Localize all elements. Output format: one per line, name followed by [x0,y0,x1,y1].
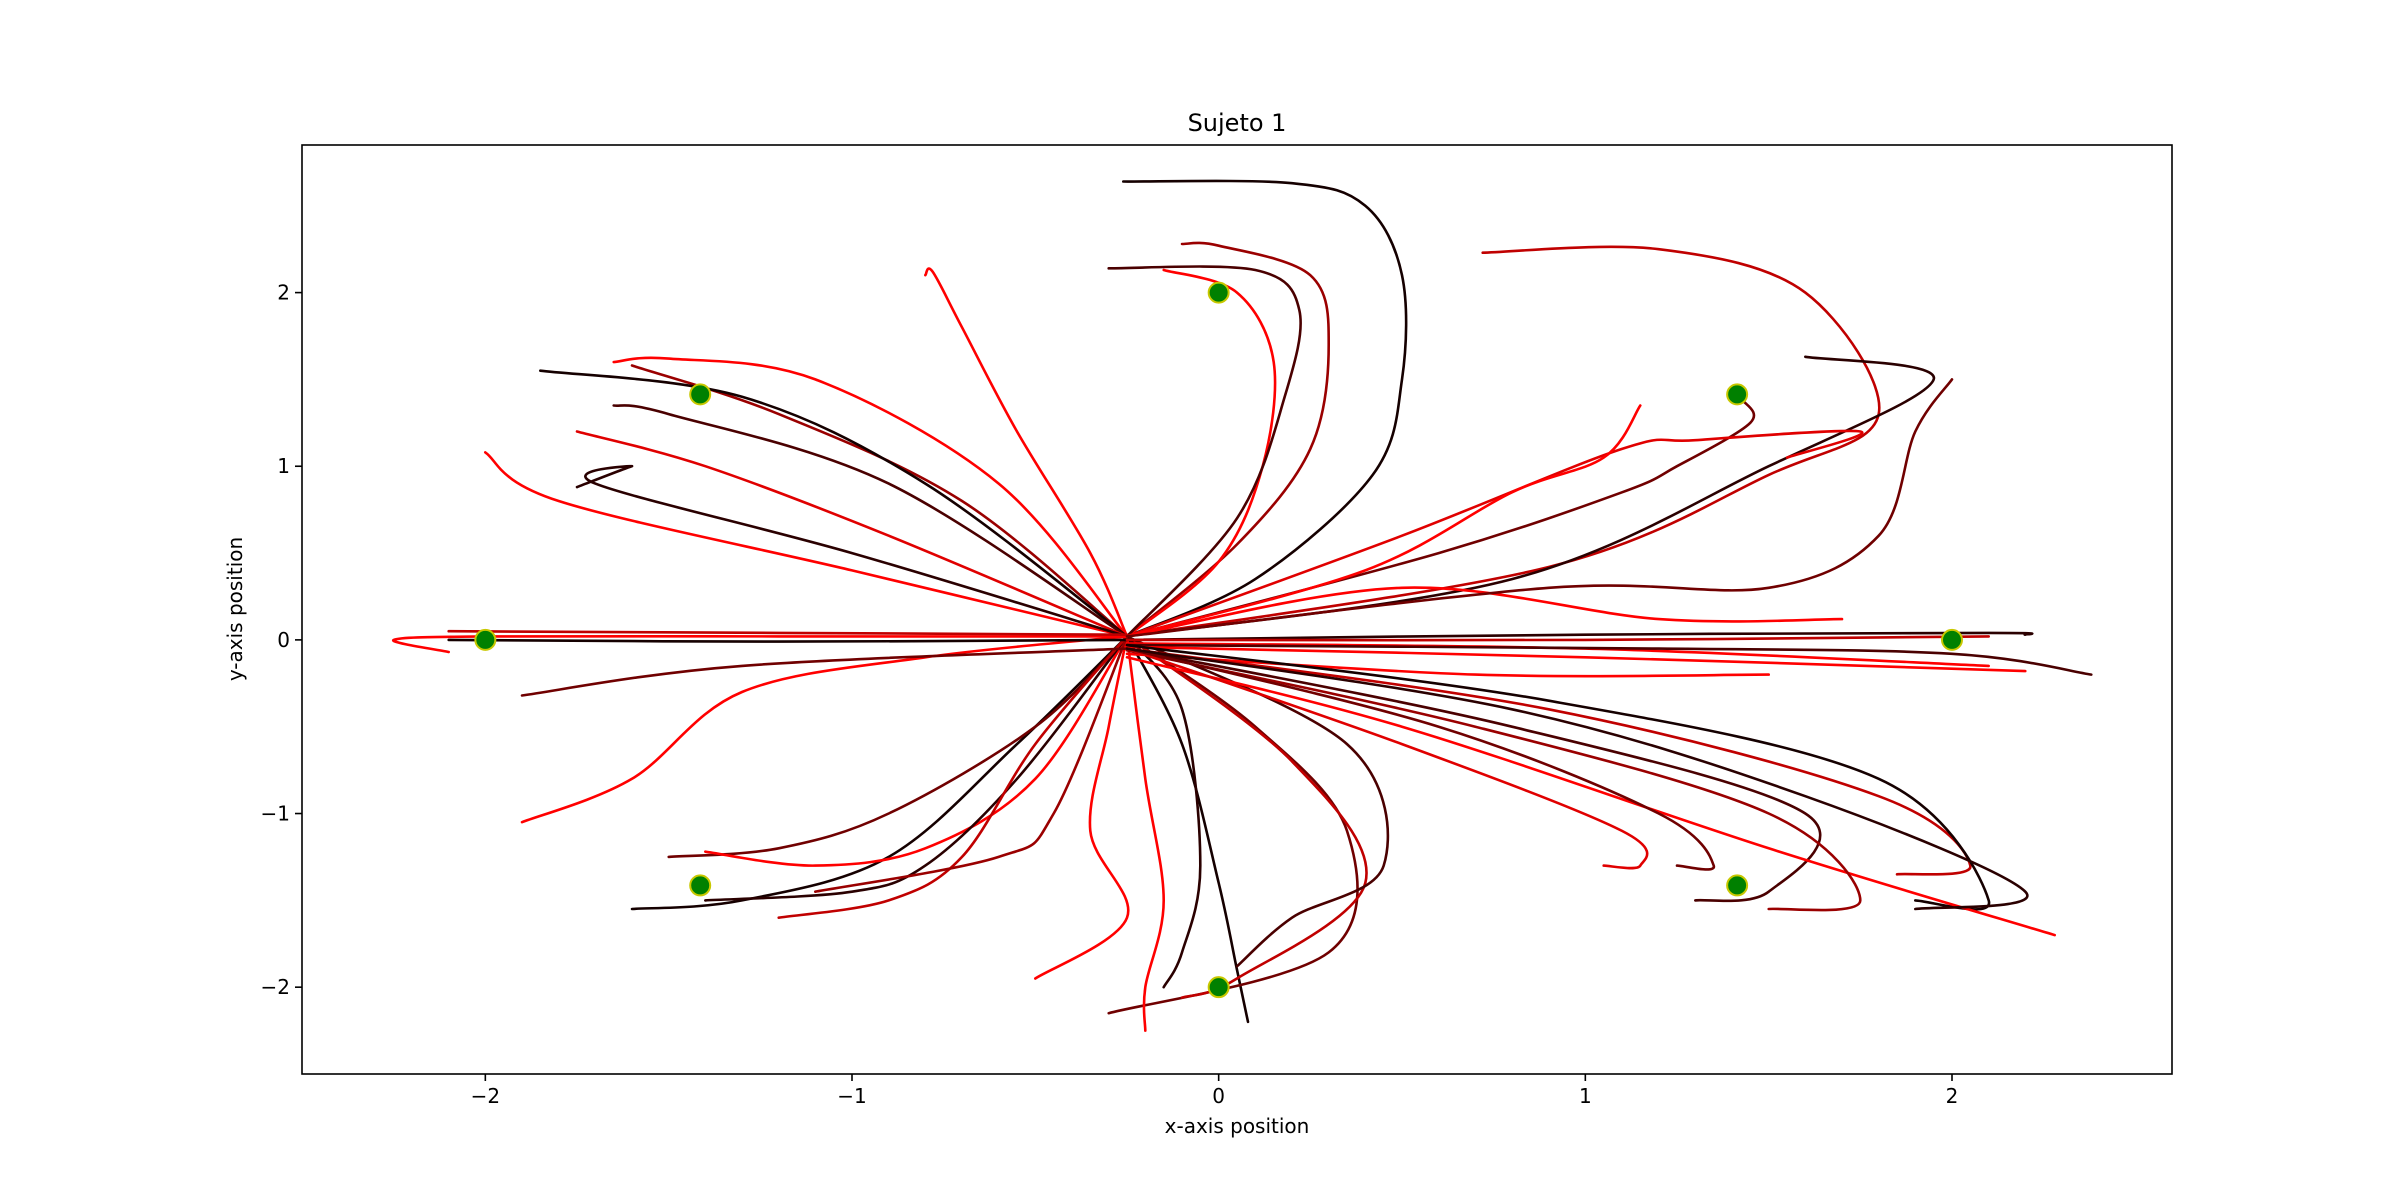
trajectory-line [1107,265,1302,638]
target-marker [1207,281,1230,304]
trajectory-line [539,369,1129,638]
trajectory-line [1125,635,1250,1024]
x-axis-label: x-axis position [1165,1114,1310,1138]
trajectory-line [1125,647,1715,871]
trajectory-line [612,404,1129,638]
trajectory-line [777,635,1129,919]
trajectory-line [1125,241,1330,638]
target-marker [689,383,712,406]
trajectory-line [1125,586,1844,638]
trajectory-line [1125,649,1862,912]
trajectory-line [1125,268,1277,638]
trajectory-line [1125,635,1165,1032]
target-marker [1726,874,1749,897]
x-tick-label: 2 [1946,1084,1959,1108]
x-tick-label: −1 [837,1084,866,1108]
target-markers-group [474,281,1963,999]
trajectory-line [1125,645,2027,673]
trajectory-line [612,356,1129,638]
trajectory-line [447,638,1129,643]
x-tick-label: −2 [471,1084,500,1108]
trajectory-line [575,430,1129,638]
trajectory-line [1125,635,1990,642]
y-axis-label: y-axis position [223,537,247,681]
target-marker [1207,976,1230,999]
trajectory-line [1107,635,1359,1015]
y-tick-label: −2 [261,975,290,999]
trajectory-line [1125,643,2093,676]
target-marker [689,874,712,897]
trajectory-line [1125,647,1649,870]
trajectory-line [1125,245,1881,638]
x-tick-label: 0 [1212,1084,1225,1108]
trajectory-line [575,464,1129,638]
trajectory-line [1125,404,1642,638]
y-tick-label: 2 [277,281,290,305]
trajectory-line [630,635,1129,911]
trajectory-line [704,635,1129,902]
trajectory-line [924,267,1129,638]
trajectory-line [520,635,1129,824]
trajectory-line [1125,647,1972,876]
target-marker [1941,628,1963,651]
trajectory-line [447,629,1129,636]
trajectory-line [704,635,1129,867]
trajectory-line [484,451,1129,638]
y-tick-label: −1 [261,802,290,826]
trajectory-line [1034,635,1130,980]
y-tick-label: 0 [277,628,290,652]
chart-title: Sujeto 1 [1188,109,1287,137]
trajectory-series-group [392,179,2093,1032]
trajectory-line [392,634,1129,654]
trajectory-line [1125,631,2034,642]
trajectory-line [1125,429,1864,638]
x-axis: −2 −1 0 1 2 [471,1074,1959,1108]
y-tick-label: 1 [277,454,290,478]
trajectory-line [1125,647,1822,903]
trajectory-line [1125,656,2056,937]
x-tick-label: 1 [1579,1084,1592,1108]
trajectory-line [667,635,1129,859]
trajectory-line [1125,635,1368,999]
trajectory-line [814,635,1129,893]
plot-frame [301,144,2173,1075]
target-marker [474,628,497,651]
trajectory-line [1125,378,1954,638]
y-axis: −2 −1 0 1 2 [261,281,302,999]
target-marker [1726,383,1749,406]
trajectory-line [1122,179,1408,638]
trajectory-line [520,647,1129,697]
trajectory-line [1125,635,1202,989]
trajectory-line [1125,643,1991,911]
trajectory-line [1125,647,2029,911]
